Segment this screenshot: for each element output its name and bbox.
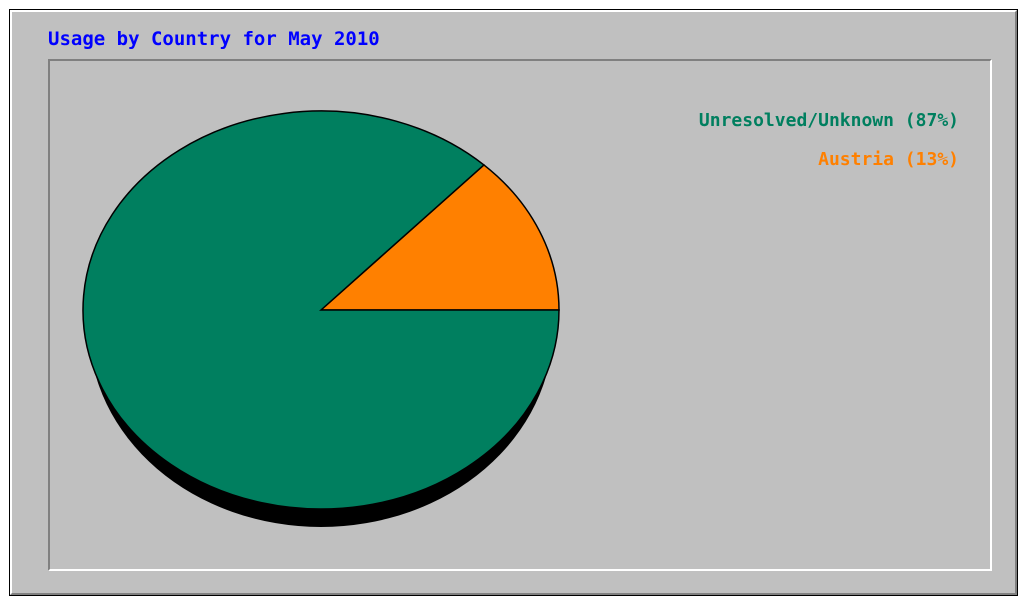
pie-slice-unresolved-unknown bbox=[82, 110, 560, 510]
pie-slice-austria bbox=[319, 163, 560, 311]
legend-entry-unresolved: Unresolved/Unknown (87%) bbox=[698, 110, 959, 131]
legend-entry-austria: Austria (13%) bbox=[818, 149, 959, 170]
chart-title: Usage by Country for May 2010 bbox=[48, 28, 380, 50]
